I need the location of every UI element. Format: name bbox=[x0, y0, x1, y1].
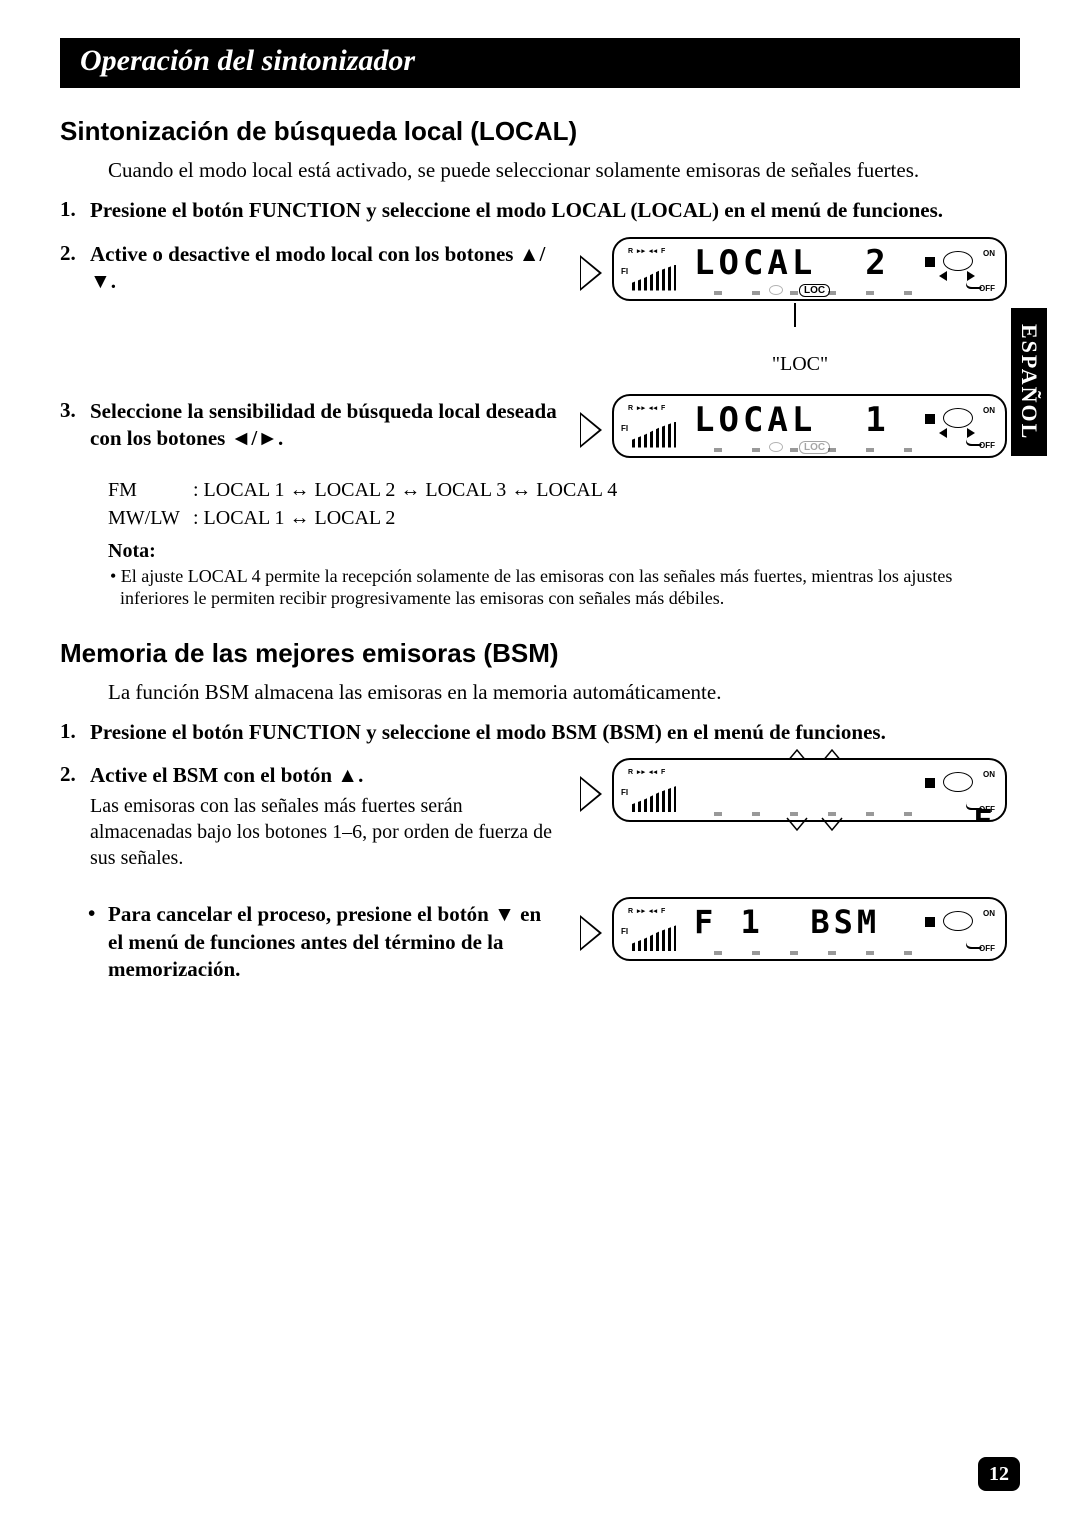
bsm-step-1-text: Presione el botón FUNCTION y seleccione … bbox=[90, 719, 1020, 746]
lcd-display-bsm: R ▸▸ ◂◂ F FI F 1 BSM ON OFF bbox=[580, 897, 1020, 961]
step-2-row: 2. Active o desactive el modo local con … bbox=[60, 237, 1020, 376]
step-1-text: Presione el botón FUNCTION y seleccione … bbox=[90, 197, 1020, 224]
nota-body: • El ajuste LOCAL 4 permite la recepción… bbox=[108, 565, 1020, 610]
lcd-main-text: LOCAL 1 bbox=[694, 400, 890, 440]
on-label: ON bbox=[983, 770, 995, 779]
step-number: 2. bbox=[60, 241, 90, 296]
bsm-step-2-sub: Las emisoras con las señales más fuertes… bbox=[90, 793, 560, 871]
lcd-top-text: R ▸▸ ◂◂ F bbox=[628, 768, 666, 776]
lcd-right-icons: ON OFF bbox=[925, 909, 995, 953]
lcd-display-local-1: R ▸▸ ◂◂ F FI LOCAL 1 LOC ON OFF bbox=[580, 394, 1020, 458]
lcd-top-text: R ▸▸ ◂◂ F bbox=[628, 404, 666, 412]
lcd-display-local-2: R ▸▸ ◂◂ F FI LOCAL 2 LOC ON OFF bbox=[580, 237, 1020, 301]
lcd-panel: R ▸▸ ◂◂ F FI LOCAL 1 LOC ON OFF bbox=[612, 394, 1007, 458]
lcd-right-icons: ON OFF bbox=[925, 406, 995, 450]
loc-pointer-line bbox=[794, 303, 796, 327]
pointer-icon bbox=[580, 255, 602, 291]
lcd-main-text: LOCAL 2 bbox=[694, 243, 890, 283]
fm-levels: : LOCAL 1 ↔ LOCAL 2 ↔ LOCAL 3 ↔ LOCAL 4 bbox=[193, 479, 617, 501]
lcd-top-text: R ▸▸ ◂◂ F bbox=[628, 247, 666, 255]
lcd-signal-icon: R ▸▸ ◂◂ F FI bbox=[624, 768, 682, 814]
lcd-right-icons: ON OFF bbox=[925, 770, 995, 814]
nota-label: Nota: bbox=[108, 540, 1020, 563]
step-number: 3. bbox=[60, 398, 90, 453]
on-label: ON bbox=[983, 249, 995, 258]
fm-label: FM bbox=[108, 476, 188, 504]
bsm-step-1: 1. Presione el botón FUNCTION y seleccio… bbox=[60, 719, 1020, 746]
lcd-top-text: R ▸▸ ◂◂ F bbox=[628, 907, 666, 915]
step-number: 1. bbox=[60, 719, 90, 744]
step-3-text: Seleccione la sensibilidad de búsqueda l… bbox=[90, 398, 560, 453]
bullet-icon: • bbox=[88, 901, 108, 926]
bsm-cancel-text: Para cancelar el proceso, presione el bo… bbox=[108, 901, 560, 983]
lcd-fi-label: FI bbox=[621, 788, 628, 797]
bsm-step-2-text: Active el BSM con el botón ▲. Las emisor… bbox=[90, 762, 560, 871]
pointer-icon bbox=[580, 776, 602, 812]
on-label: ON bbox=[983, 909, 995, 918]
loc-caption: "LOC" bbox=[580, 353, 1020, 376]
section-local-intro: Cuando el modo local está activado, se p… bbox=[108, 157, 1020, 183]
pointer-icon bbox=[580, 412, 602, 448]
lcd-fi-label: FI bbox=[621, 424, 628, 433]
bsm-step-2-row: 2. Active el BSM con el botón ▲. Las emi… bbox=[60, 758, 1020, 871]
step-2-text: Active o desactive el modo local con los… bbox=[90, 241, 560, 296]
mwlw-levels: : LOCAL 1 ↔ LOCAL 2 bbox=[193, 507, 395, 529]
step-number: 1. bbox=[60, 197, 90, 222]
lcd-right-icons: ON OFF bbox=[925, 249, 995, 293]
lcd-signal-icon: R ▸▸ ◂◂ F FI bbox=[624, 404, 682, 450]
off-label: OFF bbox=[979, 284, 995, 293]
lcd-signal-icon: R ▸▸ ◂◂ F FI bbox=[624, 247, 682, 293]
local-levels: FM : LOCAL 1 ↔ LOCAL 2 ↔ LOCAL 3 ↔ LOCAL… bbox=[108, 476, 1020, 532]
lcd-signal-icon: R ▸▸ ◂◂ F FI bbox=[624, 907, 682, 953]
bsm-step-2-bold: Active el BSM con el botón ▲. bbox=[90, 763, 363, 787]
lcd-panel: R ▸▸ ◂◂ F FI F 1 BSM ON OFF bbox=[612, 897, 1007, 961]
on-label: ON bbox=[983, 406, 995, 415]
lcd-fi-label: FI bbox=[621, 927, 628, 936]
off-label: OFF bbox=[979, 944, 995, 953]
section-bsm-intro: La función BSM almacena las emisoras en … bbox=[108, 679, 1020, 705]
lcd-display-bsm-blink: R ▸▸ ◂◂ F FI F 1 BSM ON OFF bbox=[580, 758, 1020, 822]
lcd-fi-label: FI bbox=[621, 267, 628, 276]
section-local-heading: Sintonización de búsqueda local (LOCAL) bbox=[60, 116, 1020, 147]
step-3-row: 3. Seleccione la sensibilidad de búsqued… bbox=[60, 394, 1020, 458]
lcd-main-text: F 1 BSM bbox=[694, 903, 880, 941]
step-number: 2. bbox=[60, 762, 90, 871]
page-title-bar: Operación del sintonizador bbox=[60, 38, 1020, 88]
nota-block: Nota: • El ajuste LOCAL 4 permite la rec… bbox=[108, 540, 1020, 610]
off-label: OFF bbox=[979, 805, 995, 814]
step-1: 1. Presione el botón FUNCTION y seleccio… bbox=[60, 197, 1020, 224]
mwlw-label: MW/LW bbox=[108, 504, 188, 532]
bsm-cancel-row: • Para cancelar el proceso, presione el … bbox=[60, 897, 1020, 983]
lcd-panel: R ▸▸ ◂◂ F FI F 1 BSM ON OFF bbox=[612, 758, 1007, 822]
lcd-panel: R ▸▸ ◂◂ F FI LOCAL 2 LOC ON OFF bbox=[612, 237, 1007, 301]
blink-bottom-icon bbox=[612, 816, 1007, 836]
page-number-badge: 12 bbox=[978, 1457, 1020, 1491]
language-tab: ESPAÑOL bbox=[1011, 308, 1047, 456]
pointer-icon bbox=[580, 915, 602, 951]
off-label: OFF bbox=[979, 441, 995, 450]
section-bsm-heading: Memoria de las mejores emisoras (BSM) bbox=[60, 638, 1020, 669]
